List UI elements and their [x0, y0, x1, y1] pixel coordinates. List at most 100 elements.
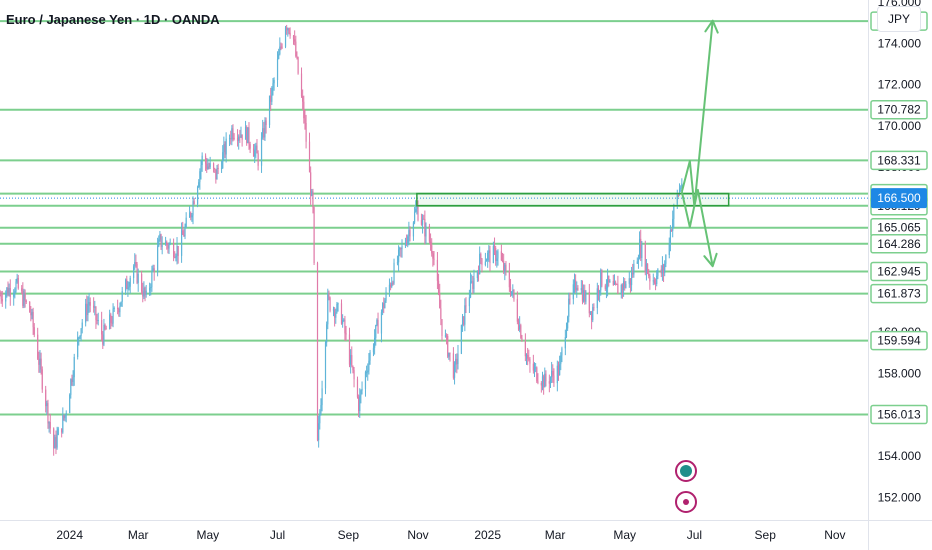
- candle-body: [356, 379, 359, 398]
- candle-body: [287, 28, 289, 31]
- candle-body: [248, 127, 250, 145]
- candle-body: [188, 212, 191, 218]
- candle-body: [377, 319, 379, 334]
- candle-body: [217, 167, 219, 169]
- candle-body: [532, 363, 534, 371]
- x-tick-label: 2025: [474, 528, 501, 542]
- candle-body: [447, 335, 449, 357]
- x-tick-label: Jul: [687, 528, 702, 542]
- candle-body: [621, 285, 624, 291]
- candle-body: [9, 288, 11, 297]
- candle-body: [652, 280, 654, 282]
- candle-body: [216, 167, 218, 180]
- candle-body: [453, 364, 456, 378]
- candle-body: [366, 372, 368, 374]
- candle-body: [104, 325, 106, 329]
- candle-body: [39, 358, 41, 365]
- candle-body: [303, 101, 305, 119]
- candle-body: [8, 288, 10, 295]
- candle-body: [565, 328, 568, 338]
- candle-body: [16, 277, 18, 282]
- candle-body: [477, 270, 480, 274]
- candle-body: [487, 252, 489, 261]
- candle-body: [400, 247, 402, 250]
- candle-body: [416, 206, 418, 209]
- candle-body: [361, 388, 363, 391]
- candle-body: [29, 301, 31, 313]
- candle-body: [149, 287, 151, 291]
- candle-body: [572, 284, 574, 300]
- candle-body: [585, 291, 587, 302]
- candle-body: [169, 243, 171, 245]
- candle-body: [519, 325, 521, 330]
- candle-body: [255, 145, 257, 151]
- candle-body: [17, 277, 19, 289]
- candle-body: [48, 422, 50, 424]
- candle-body: [268, 95, 271, 126]
- candle-body: [209, 163, 211, 168]
- candle-body: [70, 379, 72, 395]
- candle-body: [641, 244, 643, 258]
- candle-body: [271, 88, 273, 102]
- candle-body: [335, 312, 337, 318]
- candle-body: [31, 311, 33, 316]
- candle-body: [580, 288, 582, 291]
- candle-body: [196, 186, 199, 205]
- candle-body: [223, 144, 225, 153]
- candle-body: [103, 325, 105, 345]
- candle-body: [535, 367, 537, 369]
- candle-body: [21, 288, 23, 291]
- candle-body: [676, 194, 678, 206]
- candle-body: [544, 373, 546, 388]
- candle-body: [591, 311, 593, 321]
- candle-body: [321, 388, 323, 406]
- candle-body: [97, 320, 99, 322]
- candle-body: [72, 377, 74, 383]
- candle-body: [613, 282, 616, 285]
- x-tick-label: Nov: [824, 528, 845, 542]
- candle-body: [276, 58, 279, 81]
- candle-body: [168, 244, 170, 249]
- candle-body: [118, 308, 120, 313]
- candle-body: [111, 322, 113, 324]
- currency-button[interactable]: JPY: [877, 6, 921, 32]
- candle-body: [484, 261, 486, 265]
- projection-arrow: [680, 188, 714, 267]
- candle-body: [198, 182, 200, 187]
- candle-body: [177, 245, 179, 256]
- candle-body: [0, 295, 2, 300]
- candle-body: [670, 230, 673, 232]
- candle-body: [424, 219, 426, 237]
- candle-body: [564, 337, 566, 349]
- candle-body: [143, 287, 145, 297]
- candle-body: [665, 254, 667, 264]
- candle-body: [260, 137, 263, 166]
- candle-body: [662, 265, 665, 273]
- candle-body: [312, 191, 314, 208]
- candle-body: [473, 277, 475, 289]
- candle-body: [45, 389, 47, 407]
- candle-body: [541, 376, 544, 386]
- candle-body: [520, 325, 522, 338]
- candle-body: [246, 126, 248, 144]
- candle-body: [549, 377, 552, 384]
- candle-body: [71, 379, 73, 383]
- candle-body: [604, 285, 606, 290]
- candle-body: [421, 218, 424, 225]
- candle-body: [134, 262, 136, 267]
- candle-body: [553, 375, 555, 384]
- candle-body: [654, 282, 657, 285]
- candle-body: [208, 166, 210, 168]
- candle-body: [161, 245, 163, 247]
- candle-body: [239, 136, 241, 138]
- level-tag: [870, 99, 928, 120]
- candle-body: [360, 390, 362, 396]
- candle-body: [543, 376, 545, 388]
- candle-body: [404, 242, 407, 246]
- candle-body: [191, 215, 193, 218]
- candle-body: [382, 303, 384, 313]
- current-price-tag: [871, 188, 927, 209]
- candle-body: [127, 287, 129, 290]
